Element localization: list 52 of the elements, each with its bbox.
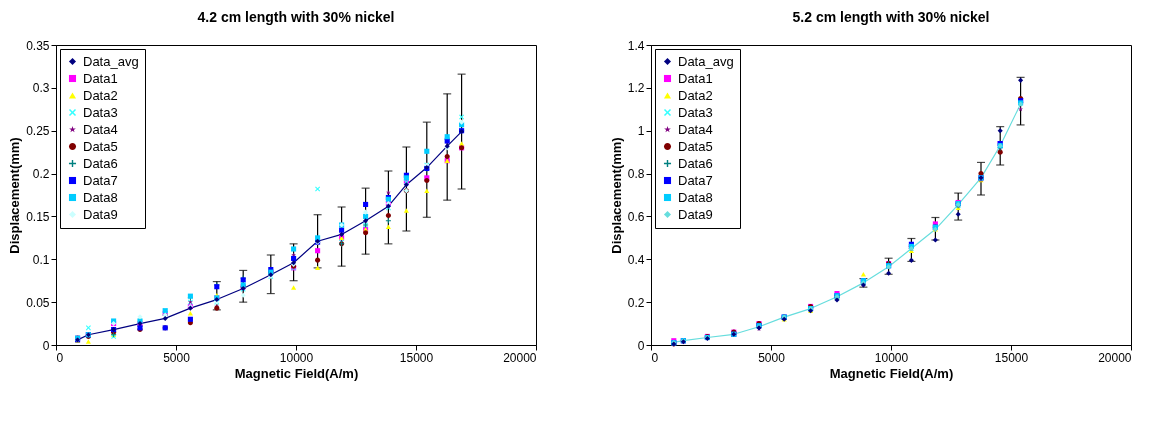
legend-label: Data8 xyxy=(83,189,118,205)
legend-label: Data2 xyxy=(678,87,713,103)
legend-label: Data_avg xyxy=(678,53,734,69)
legend-label: Data7 xyxy=(83,172,118,188)
chart-title: 5.2 cm length with 30% nickel xyxy=(792,9,990,25)
y-tick-label: 0.15 xyxy=(26,209,50,224)
y-tick-label: 0 xyxy=(637,338,645,353)
legend-label: Data6 xyxy=(678,155,713,171)
x-tick-label: 20000 xyxy=(1098,350,1132,365)
y-axis-title: Displacement(mm) xyxy=(608,137,624,254)
legend-label: Data1 xyxy=(83,70,118,86)
legend-label: Data9 xyxy=(83,206,118,222)
legend-label: Data_avg xyxy=(83,53,139,69)
y-axis-title: Displacement(mm) xyxy=(7,137,23,254)
legend-label: Data6 xyxy=(83,155,118,171)
y-tick-label: 0.35 xyxy=(26,38,50,53)
legend-label: Data2 xyxy=(83,87,118,103)
y-tick-label: 0.1 xyxy=(32,252,50,267)
legend-label: Data1 xyxy=(678,70,713,86)
y-tick-label: 0.6 xyxy=(627,209,645,224)
y-tick-label: 0.3 xyxy=(32,81,50,96)
legend-label: Data7 xyxy=(678,172,713,188)
x-tick-label: 10000 xyxy=(874,350,909,365)
x-axis-title: Magnetic Field(A/m) xyxy=(234,365,359,381)
y-tick-label: 0.2 xyxy=(627,295,645,310)
x-tick-label: 5000 xyxy=(758,350,786,365)
x-tick-label: 5000 xyxy=(163,350,191,365)
x-tick-label: 10000 xyxy=(279,350,314,365)
legend-label: Data3 xyxy=(678,104,713,120)
legend-label: Data9 xyxy=(678,206,713,222)
legend-label: Data3 xyxy=(83,104,118,120)
y-tick-label: 0.05 xyxy=(26,295,50,310)
x-tick-label: 20000 xyxy=(503,350,537,365)
x-axis-title: Magnetic Field(A/m) xyxy=(829,365,954,381)
x-tick-label: 15000 xyxy=(994,350,1029,365)
y-tick-label: 0.8 xyxy=(627,167,645,182)
y-tick-label: 1 xyxy=(637,124,645,139)
legend-label: Data8 xyxy=(678,189,713,205)
y-tick-label: 0.2 xyxy=(32,167,50,182)
y-tick-label: 1.4 xyxy=(627,38,645,53)
y-tick-label: 0.25 xyxy=(26,124,50,139)
x-tick-label: 0 xyxy=(651,350,659,365)
legend-label: Data5 xyxy=(83,138,118,154)
legend-label: Data5 xyxy=(678,138,713,154)
y-tick-label: 1.2 xyxy=(627,81,645,96)
y-tick-label: 0 xyxy=(42,338,50,353)
x-tick-label: 0 xyxy=(56,350,64,365)
legend-label: Data4 xyxy=(83,121,118,137)
x-tick-label: 15000 xyxy=(399,350,434,365)
chart-title: 4.2 cm length with 30% nickel xyxy=(197,9,395,25)
legend-label: Data4 xyxy=(678,121,713,137)
y-tick-label: 0.4 xyxy=(627,252,645,267)
